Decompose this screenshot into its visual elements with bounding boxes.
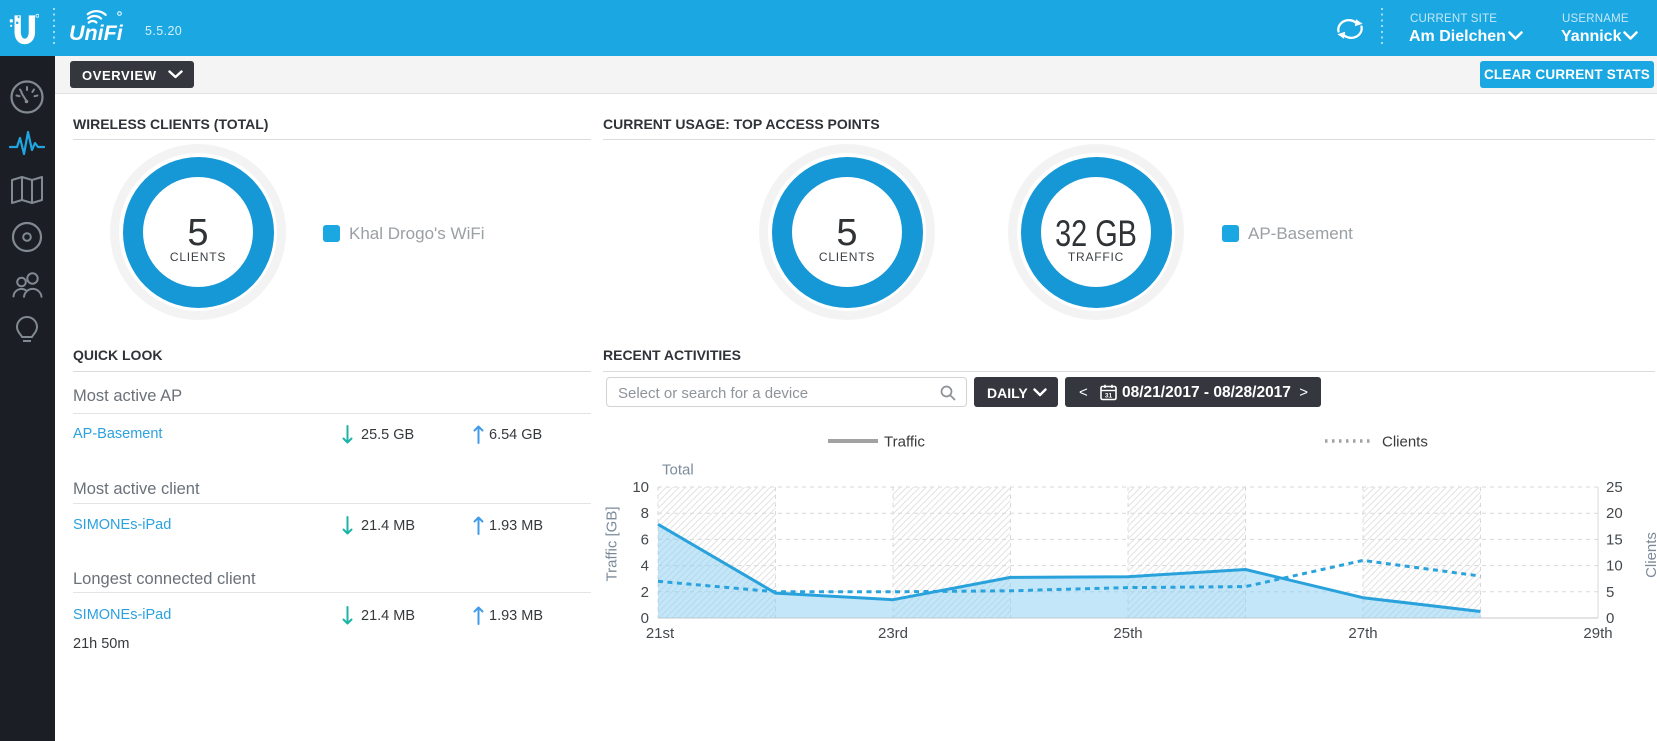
svg-text:Clients: Clients: [1382, 434, 1428, 451]
svg-text:Traffic: Traffic: [884, 434, 925, 451]
svg-text:10: 10: [1606, 558, 1623, 575]
svg-text:20: 20: [1606, 505, 1623, 522]
svg-text:21st: 21st: [646, 625, 675, 642]
svg-text:25: 25: [1606, 479, 1623, 496]
svg-text:UniFi: UniFi: [69, 21, 124, 45]
svg-text:2: 2: [641, 584, 649, 601]
svg-text:5: 5: [1606, 584, 1614, 601]
svg-text:27th: 27th: [1348, 625, 1377, 642]
svg-text:25th: 25th: [1113, 625, 1142, 642]
svg-text:15: 15: [1606, 531, 1623, 548]
svg-text:8: 8: [641, 505, 649, 522]
svg-text:Total: Total: [662, 462, 694, 479]
svg-text:0: 0: [1606, 610, 1614, 627]
svg-text:31: 31: [1105, 393, 1113, 400]
svg-text:0: 0: [641, 610, 649, 627]
svg-text:23rd: 23rd: [878, 625, 908, 642]
svg-text:6: 6: [641, 531, 649, 548]
svg-text:10: 10: [632, 479, 649, 496]
svg-text:29th: 29th: [1583, 625, 1612, 642]
svg-text:4: 4: [641, 558, 649, 575]
svg-text:Traffic [GB]: Traffic [GB]: [604, 506, 621, 581]
svg-text:Clients: Clients: [1643, 532, 1657, 578]
